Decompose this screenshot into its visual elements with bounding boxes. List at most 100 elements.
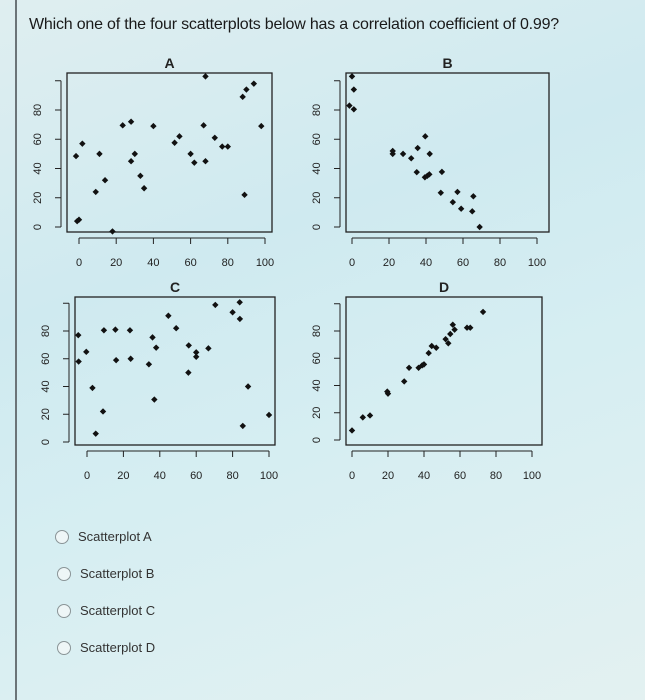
y-tick-label: 80 <box>311 104 323 116</box>
plot-box <box>345 72 550 233</box>
data-point <box>346 102 353 109</box>
y-tick-label: 20 <box>40 408 52 420</box>
data-point <box>75 358 82 365</box>
plot-box <box>74 296 276 446</box>
x-tick-label: 0 <box>349 470 355 482</box>
data-point <box>408 155 415 162</box>
data-point <box>137 172 144 180</box>
option-scatterplot-b[interactable]: Scatterplot B <box>57 566 154 581</box>
option-scatterplot-d[interactable]: Scatterplot D <box>57 640 155 655</box>
data-point <box>348 427 356 434</box>
data-point <box>100 327 108 334</box>
plot-box <box>345 296 543 446</box>
x-tick-label: 60 <box>184 257 196 269</box>
data-point <box>83 348 90 356</box>
y-tick-label: 0 <box>311 224 323 230</box>
data-point <box>72 152 80 160</box>
data-point <box>126 327 134 334</box>
data-point <box>202 73 209 80</box>
data-point <box>101 177 109 184</box>
data-point <box>350 86 358 93</box>
x-tick-label: 20 <box>117 470 129 482</box>
data-point <box>449 321 456 328</box>
data-point <box>470 193 477 200</box>
plot-box <box>66 72 273 233</box>
data-point <box>172 325 180 332</box>
data-point <box>451 326 458 333</box>
data-point <box>200 122 207 129</box>
data-point <box>151 396 158 403</box>
data-point <box>211 134 218 141</box>
x-tick-label: 80 <box>490 470 502 482</box>
data-point <box>426 171 433 178</box>
data-point <box>131 150 138 158</box>
x-tick-label: 100 <box>260 470 278 482</box>
data-point <box>145 361 153 368</box>
data-point <box>224 143 231 150</box>
option-scatterplot-c[interactable]: Scatterplot C <box>57 603 155 618</box>
x-tick-label: 0 <box>76 257 82 269</box>
data-point <box>112 356 120 364</box>
y-tick-label: 40 <box>311 379 323 391</box>
y-tick-label: 60 <box>40 353 52 365</box>
x-tick-label: 60 <box>454 470 466 482</box>
data-point <box>241 191 248 199</box>
option-label: Scatterplot B <box>80 566 155 581</box>
y-tick-label: 20 <box>311 407 323 419</box>
data-point <box>359 414 366 421</box>
data-point <box>152 344 160 351</box>
y-tick-label: 20 <box>311 192 323 204</box>
data-point <box>165 312 172 319</box>
x-tick-label: 80 <box>226 470 238 482</box>
x-tick-label: 20 <box>110 257 122 269</box>
x-tick-label: 100 <box>523 470 541 482</box>
plot-title: C <box>170 279 180 295</box>
y-tick-label: 0 <box>40 439 52 445</box>
y-tick-label: 20 <box>32 192 44 204</box>
option-scatterplot-a[interactable]: Scatterplot A <box>55 529 152 544</box>
data-point <box>463 324 471 331</box>
x-tick-label: 100 <box>256 257 274 269</box>
data-point <box>425 349 432 357</box>
x-tick-label: 20 <box>383 257 395 269</box>
data-point <box>119 122 126 129</box>
x-tick-label: 100 <box>528 257 546 269</box>
data-point <box>399 150 407 158</box>
x-tick-label: 40 <box>147 257 159 269</box>
x-tick-label: 60 <box>457 257 469 269</box>
y-tick-label: 0 <box>311 437 323 443</box>
data-point <box>479 308 487 316</box>
radio-button[interactable] <box>57 566 71 581</box>
radio-button[interactable] <box>55 529 69 544</box>
data-point <box>449 198 457 206</box>
x-tick-label: 80 <box>494 257 506 269</box>
data-point <box>413 168 420 176</box>
data-point <box>265 411 273 419</box>
data-point <box>244 383 252 390</box>
option-label: Scatterplot A <box>78 529 152 544</box>
radio-button[interactable] <box>57 603 71 618</box>
data-point <box>426 150 433 158</box>
data-point <box>171 139 178 146</box>
plot-title: B <box>442 55 452 71</box>
radio-button[interactable] <box>57 640 71 655</box>
x-tick-label: 20 <box>382 470 394 482</box>
data-point <box>350 106 358 113</box>
data-point <box>185 342 192 349</box>
data-point <box>243 86 250 93</box>
data-point <box>212 301 219 309</box>
data-point <box>89 384 96 392</box>
data-point <box>185 369 192 376</box>
y-tick-label: 80 <box>32 104 44 116</box>
data-point <box>401 378 408 385</box>
data-point <box>75 216 83 223</box>
x-tick-label: 80 <box>222 257 234 269</box>
y-tick-label: 80 <box>311 325 323 337</box>
data-point <box>75 331 82 339</box>
data-point <box>433 344 440 351</box>
data-point <box>447 330 454 338</box>
data-point <box>187 150 194 158</box>
data-point <box>405 364 413 371</box>
data-point <box>348 73 356 80</box>
data-point <box>92 430 99 437</box>
